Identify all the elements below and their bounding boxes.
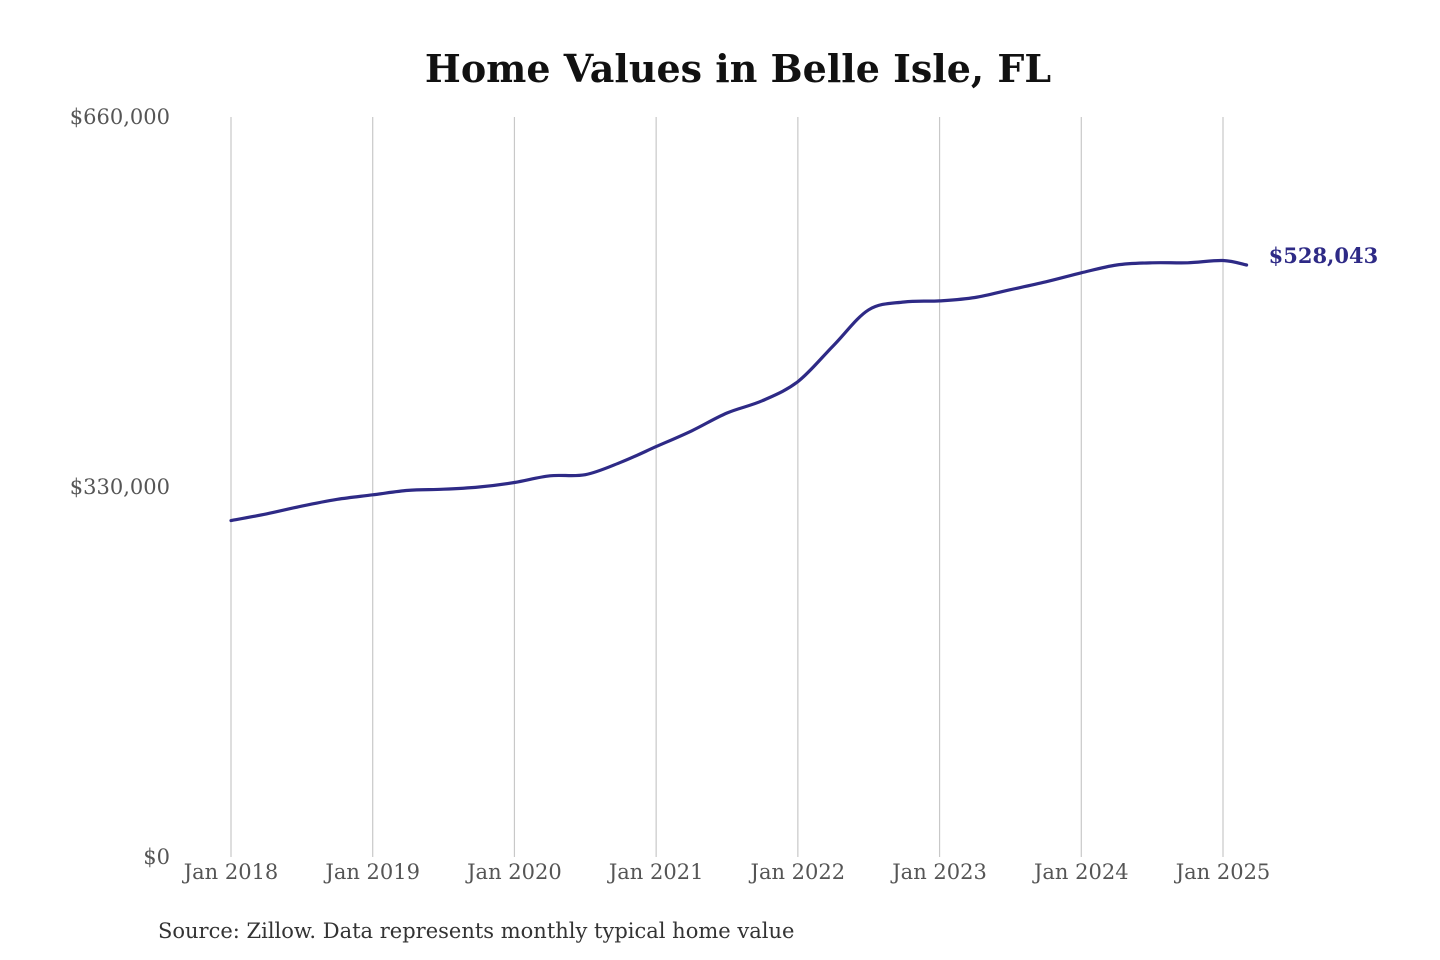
data-point: [1008, 288, 1012, 292]
data-point: [1079, 271, 1083, 275]
gridlines: [230, 117, 1224, 857]
data-point: [1044, 280, 1048, 284]
x-tick-label: Jan 2019: [323, 860, 420, 884]
source-note: Source: Zillow. Data represents monthly …: [158, 919, 794, 943]
data-point: [1245, 263, 1249, 267]
data-point: [406, 488, 410, 492]
data-point: [654, 445, 658, 449]
x-tick-label: Jan 2021: [607, 860, 704, 884]
data-point: [1186, 261, 1190, 265]
y-axis: $0 $330,000 $660,000: [70, 105, 170, 869]
end-value-label: $528,043: [1269, 243, 1379, 268]
x-tick-label: Jan 2025: [1174, 860, 1271, 884]
series-line: [229, 258, 1249, 523]
data-point: [264, 512, 268, 516]
data-point: [512, 481, 516, 485]
data-point: [796, 380, 800, 384]
data-point: [867, 308, 871, 312]
data-point: [371, 493, 375, 497]
data-point: [973, 296, 977, 300]
data-point: [938, 299, 942, 303]
data-point: [760, 399, 764, 403]
series-layer: $528,043: [229, 243, 1378, 523]
data-point: [335, 497, 339, 501]
data-point: [477, 485, 481, 489]
x-tick-label: Jan 2024: [1032, 860, 1129, 884]
data-point: [831, 344, 835, 348]
data-point: [619, 460, 623, 464]
data-point: [1150, 261, 1154, 265]
y-tick-label: $330,000: [70, 475, 170, 499]
chart-title: Home Values in Belle Isle, FL: [425, 46, 1051, 91]
data-point: [583, 473, 587, 477]
data-point: [442, 487, 446, 491]
data-point: [300, 504, 304, 508]
data-point: [725, 411, 729, 415]
data-point: [1221, 259, 1225, 263]
data-point: [902, 300, 906, 304]
x-tick-label: Jan 2023: [890, 860, 987, 884]
x-tick-label: Jan 2018: [182, 860, 279, 884]
y-tick-label: $660,000: [70, 105, 170, 129]
x-tick-label: Jan 2022: [749, 860, 846, 884]
x-tick-label: Jan 2020: [465, 860, 562, 884]
data-point: [548, 474, 552, 478]
data-point: [690, 429, 694, 433]
data-point: [1115, 263, 1119, 267]
y-tick-label: $0: [143, 845, 170, 869]
data-point: [229, 519, 233, 523]
x-axis: Jan 2018 Jan 2019 Jan 2020 Jan 2021 Jan 2022…: [182, 860, 1271, 884]
